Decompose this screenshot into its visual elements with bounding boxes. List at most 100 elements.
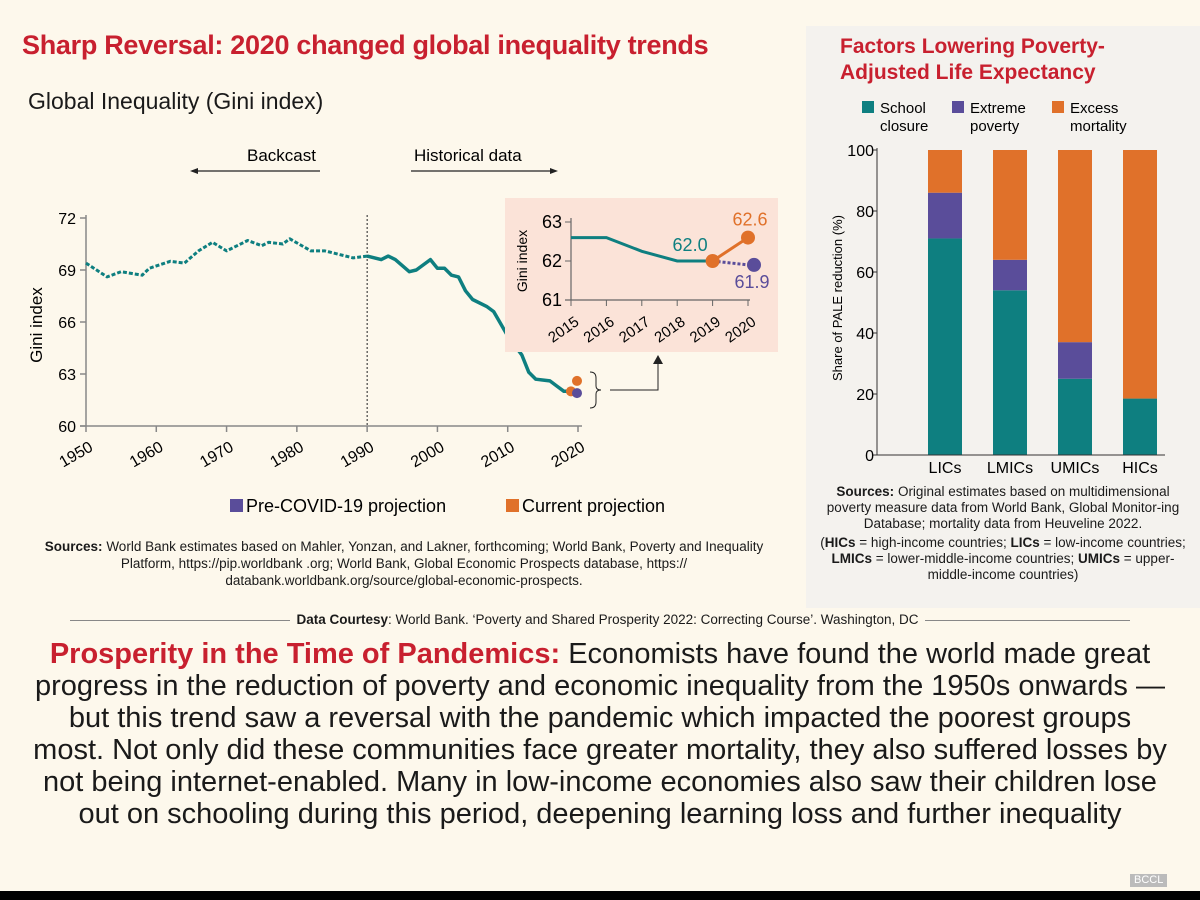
abbr-key: LICs [1010,535,1040,550]
inset-label-precovid: 61.9 [734,272,769,292]
bar-y-tick-label: 40 [856,326,874,343]
inset-point-2019 [705,254,720,268]
projection-point-current-projection [572,375,582,386]
bar-segment-lmics-excess-mortality [993,150,1027,260]
y-tick-label: 69 [58,263,76,280]
legend-swatch [1052,101,1064,113]
x-tick-label: 2000 [408,439,447,472]
legend-label: Pre-COVID-19 projection [246,496,446,516]
bar-segment-hics-school-closure [1123,398,1157,455]
inset-point-precovid-2020 [747,257,761,272]
legend-swatch [952,101,964,113]
x-tick-label: 1990 [338,439,377,472]
bar-y-tick-label: 60 [856,265,874,282]
body-lead: Prosperity in the Time of Pandemics: [49,638,561,670]
bar-y-tick-label: 20 [856,387,874,404]
sources-label: Sources: [44,539,103,554]
bar-chart-title-line1: Factors Lowering Poverty- [840,35,1105,58]
body-paragraph: Prosperity in the Time of Pandemics: Eco… [30,638,1170,830]
courtesy-label: Data Courtesy [296,612,389,627]
bar-segment-lmics-school-closure [993,290,1027,455]
connector-arrow-head [653,355,663,364]
legend-swatch [230,499,243,512]
data-courtesy: Data Courtesy: World Bank. ‘Poverty and … [0,612,1200,628]
divider [70,619,291,621]
bar-chart-title-line2: Adjusted Life Expectancy [840,61,1096,84]
arrow-head-right [550,168,558,174]
bar-segment-umics-extreme-poverty [1058,342,1092,379]
y-tick-label: 66 [58,315,76,332]
inset-y-tick-label: 62 [542,251,562,271]
historical-label: Historical data [414,146,522,165]
legend-label: mortality [1070,118,1127,135]
y-axis-label: Gini index [27,287,46,363]
x-tick-label: 2010 [478,439,517,472]
x-tick-label: LICs [929,460,962,477]
bar-chart-notes: Sources: Original estimates based on mul… [814,484,1192,583]
inset-current-line [711,236,749,263]
inset-label-2019: 62.0 [673,235,708,255]
abbr-key: HICs [824,535,856,550]
body-text: Economists have found the world made gre… [33,638,1167,830]
inset-y-tick-label: 61 [542,290,562,310]
bar-segment-lics-extreme-poverty [928,192,962,239]
legend-label: School [880,100,926,117]
backcast-label: Backcast [247,146,316,165]
paren: ( [820,535,825,550]
x-tick-label: UMICs [1051,460,1100,477]
bar-segment-lmics-extreme-poverty [993,259,1027,291]
line-chart-sources: Sources: World Bank estimates based on M… [20,538,788,589]
y-tick-label: 63 [58,367,76,384]
abbr-key: UMICs [1078,551,1121,566]
abbr-value: = low-income countries; [1039,535,1186,550]
bar-segment-umics-school-closure [1058,378,1092,455]
x-tick-label: 1970 [197,439,236,472]
inset-label-current: 62.6 [732,210,767,230]
legend-label: Extreme [970,100,1026,117]
brace [589,371,602,409]
divider [924,619,1130,621]
abbr-value: = upper-middle-income countries) [927,551,1175,582]
series-line-backcast [85,237,368,279]
sources-text: World Bank estimates based on Mahler, Yo… [102,539,764,588]
inset-y-axis-label: Gini index [514,230,530,292]
inset-y-tick-label: 63 [542,212,562,232]
bar-segment-hics-excess-mortality [1123,150,1157,399]
bar-y-tick-label: 0 [865,448,874,465]
y-tick-label: 72 [58,211,76,228]
bar-y-axis-label: Share of PALE reduction (%) [830,215,845,381]
inset-historical-line [571,236,713,263]
x-tick-label: 1960 [127,439,166,472]
x-tick-label: 2020 [549,439,588,472]
legend-label: poverty [970,118,1020,135]
bar-segment-lics-school-closure [928,238,962,455]
legend-swatch [862,101,874,113]
x-tick-label: HICs [1122,460,1158,477]
charts-canvas: Backcast Historical data 60 63 66 69 72 1950 196… [27,100,1165,516]
courtesy-text: : World Bank. ‘Poverty and Shared Prospe… [388,612,919,627]
abbr-key: LMICs [831,551,873,566]
bar-segment-lics-excess-mortality [928,150,962,193]
sources-text: Original estimates based on multidimensi… [826,484,1180,531]
abbreviations-note: (HICs = high-income countries; LICs = lo… [814,535,1192,583]
legend-label: closure [880,118,928,135]
bar-y-tick-label: 100 [847,143,874,160]
x-tick-label: 1980 [268,439,307,472]
sources-label: Sources: [836,484,895,499]
bar-y-tick-label: 80 [856,204,874,221]
projection-point-pre-covid-19-projection [572,388,582,399]
abbr-value: = high-income countries; [855,535,1011,550]
x-tick-label: LMICs [987,460,1033,477]
x-tick-label: 1950 [57,439,96,472]
legend-label: Current projection [522,496,665,516]
page-title: Sharp Reversal: 2020 changed global ineq… [22,30,709,60]
legend-swatch [506,499,519,512]
legend-label: Excess [1070,100,1118,117]
bar-chart-title: Factors Lowering Poverty- Adjusted Life … [840,34,1105,86]
bar-chart-sources: Sources: Original estimates based on mul… [814,484,1192,532]
chart-title: Global Inequality (Gini index) [28,88,324,114]
watermark: BCCL [1130,874,1168,887]
arrow-head-left [190,168,198,174]
bottom-bar [0,891,1200,900]
bar-segment-umics-excess-mortality [1058,150,1092,343]
